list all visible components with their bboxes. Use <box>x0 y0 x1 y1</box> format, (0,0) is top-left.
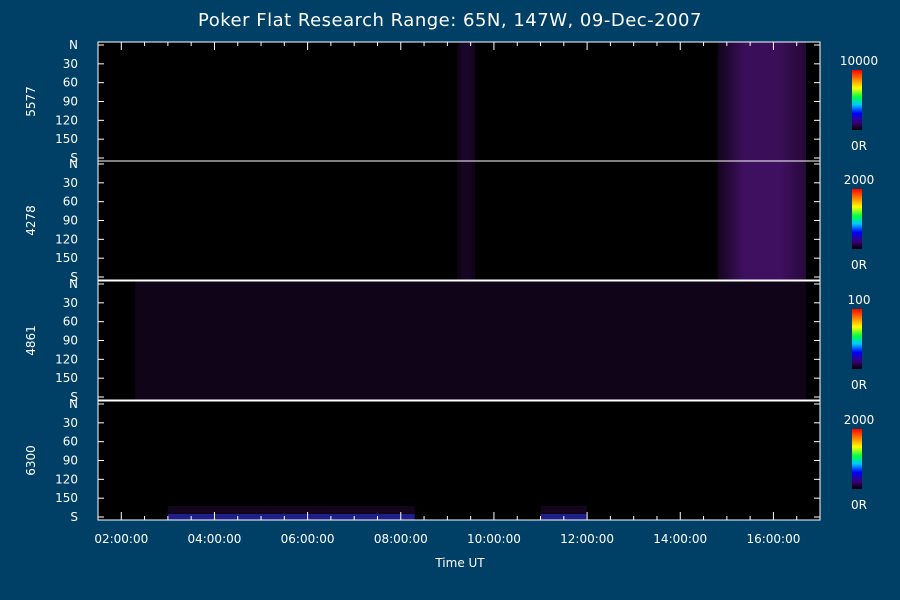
emission-band <box>135 281 807 400</box>
emission-band <box>456 42 476 161</box>
color-scale-min: 0R <box>851 139 867 153</box>
color-scale-min: 0R <box>851 498 867 512</box>
y-tick-label: 60 <box>63 195 78 209</box>
x-tick-label: 08:00:00 <box>374 532 428 546</box>
y-tick-label: N <box>69 397 78 411</box>
y-tick-label: 90 <box>63 214 78 228</box>
emission-band <box>456 161 476 280</box>
y-tick-label: N <box>69 277 78 291</box>
x-tick-label: 04:00:00 <box>187 532 241 546</box>
y-tick-label: 120 <box>55 472 78 486</box>
y-tick-label: S <box>70 151 78 165</box>
y-tick-label: 150 <box>55 132 78 146</box>
y-tick-label: 120 <box>55 352 78 366</box>
y-tick-label: 30 <box>63 296 78 310</box>
emission-band <box>167 506 415 514</box>
panel-label: 4278 <box>24 205 38 236</box>
y-tick-label: 30 <box>63 176 78 190</box>
chart-title: Poker Flat Research Range: 65N, 147W, 09… <box>198 10 702 31</box>
emission-band <box>717 161 807 280</box>
y-tick-label: 120 <box>55 113 78 127</box>
y-tick-label: 60 <box>63 435 78 449</box>
panel-label: 5577 <box>24 86 38 117</box>
panel-label: 4861 <box>24 325 38 356</box>
x-tick-label: 10:00:00 <box>467 532 521 546</box>
x-tick-label: 12:00:00 <box>560 532 614 546</box>
color-scale-max: 100 <box>848 293 871 307</box>
y-tick-label: S <box>70 390 78 404</box>
x-tick-label: 16:00:00 <box>746 532 800 546</box>
x-tick-label: 06:00:00 <box>281 532 335 546</box>
panel-label: 6300 <box>24 445 38 476</box>
y-tick-label: 90 <box>63 334 78 348</box>
x-axis-label: Time UT <box>435 556 485 570</box>
y-tick-label: 120 <box>55 232 78 246</box>
y-tick-label: N <box>69 157 78 171</box>
y-tick-label: 60 <box>63 76 78 90</box>
emission-band <box>167 514 415 520</box>
y-tick-label: S <box>70 510 78 524</box>
x-tick-label: 02:00:00 <box>94 532 148 546</box>
color-scale-bar <box>852 70 862 130</box>
color-scale-min: 0R <box>851 258 867 272</box>
y-tick-label: 60 <box>63 315 78 329</box>
y-tick-label: 90 <box>63 454 78 468</box>
panel-plot-area <box>98 281 820 400</box>
color-scale-bar <box>852 309 862 369</box>
color-scale-max: 2000 <box>844 413 875 427</box>
x-tick-label: 14:00:00 <box>653 532 707 546</box>
y-tick-label: 30 <box>63 57 78 71</box>
y-tick-label: 150 <box>55 251 78 265</box>
color-scale-max: 10000 <box>840 54 878 68</box>
y-tick-label: 150 <box>55 491 78 505</box>
color-scale-bar <box>852 189 862 249</box>
emission-band <box>540 506 588 514</box>
emission-band <box>717 42 807 161</box>
y-tick-label: 150 <box>55 371 78 385</box>
y-tick-label: 90 <box>63 95 78 109</box>
y-tick-label: N <box>69 38 78 52</box>
color-scale-max: 2000 <box>844 173 875 187</box>
y-tick-label: 30 <box>63 416 78 430</box>
panel-plot-area <box>98 401 820 520</box>
y-tick-label: S <box>70 270 78 284</box>
color-scale-bar <box>852 429 862 489</box>
color-scale-min: 0R <box>851 378 867 392</box>
